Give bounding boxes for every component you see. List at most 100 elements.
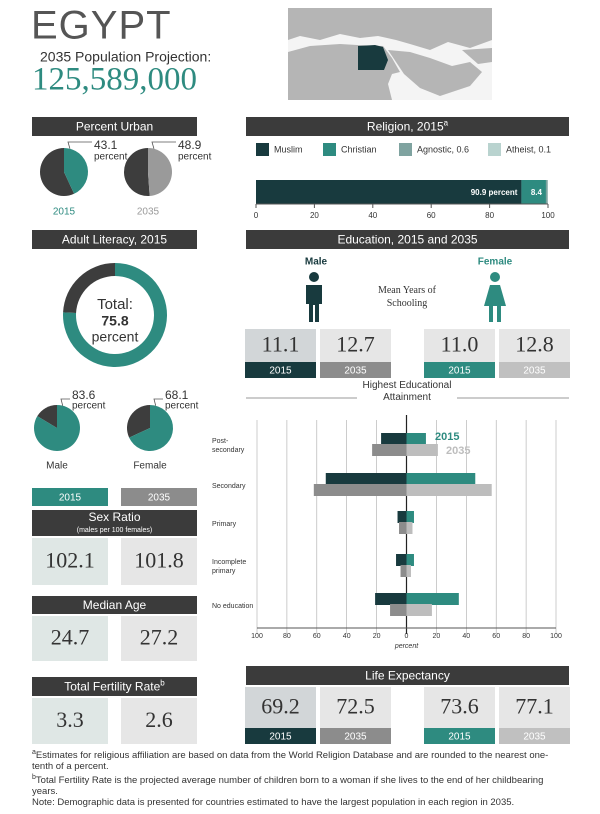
value-label: 83.6 — [72, 388, 96, 402]
year-bar — [424, 728, 495, 744]
x-tick-label: 80 — [283, 633, 291, 640]
y-tick-label: Secondary — [212, 482, 246, 490]
year-label: 2015 — [448, 732, 471, 743]
legend-label: Muslim — [274, 144, 303, 154]
footnote-mark: a — [444, 119, 449, 128]
callout-line — [60, 398, 70, 406]
x-tick-label: 40 — [368, 211, 377, 220]
map-land — [462, 48, 492, 64]
year-label: 2015 — [59, 493, 82, 504]
x-tick-label: 40 — [343, 633, 351, 640]
stat-box — [424, 687, 495, 728]
y-tick-label: Primary — [212, 520, 237, 528]
icon-head — [309, 272, 319, 282]
stat-value: 69.2 — [261, 694, 300, 719]
value-label: 68.1 — [165, 388, 189, 402]
male-bar — [390, 604, 407, 616]
stat-box — [245, 687, 316, 728]
stat-value: 12.7 — [336, 332, 375, 357]
unit-label: percent — [94, 152, 128, 163]
x-tick-label: 60 — [492, 633, 500, 640]
y-tick-label-box: Incomplete primary — [212, 559, 247, 575]
country-name: EGYPT — [31, 4, 172, 48]
year-bar — [499, 362, 570, 378]
section-title-text: Median Age — [83, 598, 147, 612]
pie-slice — [64, 148, 89, 194]
female-bar — [406, 554, 414, 566]
female-bar — [406, 444, 438, 456]
footnote-text: Note: Demographic data is presented for … — [32, 797, 515, 809]
group-label: Female — [478, 257, 513, 268]
section-title: Sex Ratio — [88, 510, 140, 524]
stat-value: 11.1 — [262, 332, 300, 357]
stat-box — [320, 687, 391, 728]
stat-value: 77.1 — [515, 694, 554, 719]
section-header — [32, 230, 197, 249]
stat-box — [499, 687, 570, 728]
footnote-mark: b — [32, 774, 36, 782]
map-land — [388, 50, 482, 96]
year-label: 2035 — [344, 732, 367, 743]
x-tick-label: 20 — [373, 633, 381, 640]
stat-box — [499, 329, 570, 362]
section-header — [32, 117, 197, 136]
bar-segment — [545, 180, 548, 204]
female-bar — [406, 593, 459, 605]
male-icon — [306, 272, 322, 322]
stat-value: 24.7 — [51, 625, 90, 650]
value-label: 48.9 — [178, 138, 202, 152]
year-bar — [245, 728, 316, 744]
map-land — [288, 8, 492, 50]
section-header — [32, 677, 197, 696]
x-tick-label: 20 — [310, 211, 319, 220]
pie-rest — [40, 148, 75, 196]
mean-label: Mean Years of Schooling — [377, 285, 437, 309]
footnotes-box: aEstimates for religious affiliation are… — [32, 749, 549, 809]
pie-slice — [129, 405, 173, 451]
legend-swatch — [488, 143, 501, 156]
value-label: 43.1 — [94, 138, 118, 152]
stat-value: 102.1 — [45, 548, 95, 573]
projection-value: 125,589,000 — [32, 62, 197, 98]
male-bar — [397, 511, 407, 523]
stat-value: 2.6 — [145, 707, 173, 732]
pie-label: 2035 — [137, 207, 160, 218]
pie-slice — [148, 148, 173, 196]
year-label: 2035 — [148, 493, 171, 504]
pie-slice — [33, 405, 80, 452]
section-header — [246, 666, 569, 685]
x-tick-label: 20 — [433, 633, 441, 640]
stat-box — [121, 698, 197, 744]
pie-label: Male — [46, 461, 68, 472]
x-tick-label: 40 — [462, 633, 470, 640]
y-tick-label: Incomplete primary — [212, 559, 247, 575]
section-title-text: Religion, 2015 — [367, 120, 444, 134]
x-tick-label: 80 — [485, 211, 494, 220]
legend-label: 2015 — [435, 431, 459, 443]
pie-rest — [126, 405, 150, 438]
section-title-text: Total Fertility Rate — [64, 680, 160, 694]
stat-box — [32, 616, 108, 661]
year-bar — [320, 728, 391, 744]
footnote-text: Estimates for religious affiliation are … — [32, 750, 549, 773]
map-egypt — [358, 45, 388, 70]
section-title: Education, 2015 and 2035 — [337, 233, 477, 247]
male-bar — [313, 484, 407, 496]
chart-title-box: Highest Educational Attainment — [357, 380, 457, 404]
female-bar — [406, 511, 414, 523]
section-title-text: Life Expectancy — [365, 669, 450, 683]
projection-label: 2035 Population Projection: — [40, 49, 211, 65]
callout-line — [151, 141, 176, 149]
pie-label: 2015 — [53, 207, 76, 218]
y-tick-label-box: No education — [212, 603, 253, 610]
male-bar — [399, 522, 407, 534]
x-tick-label: 80 — [522, 633, 530, 640]
year-label: 2035 — [344, 366, 367, 377]
icon-body — [306, 285, 322, 322]
year-bar — [499, 728, 570, 744]
mean-label-box: Mean Years of Schooling — [377, 285, 437, 309]
unit-label: percent — [165, 401, 199, 412]
data-label: 8.4 — [531, 188, 543, 197]
y-tick-label-box: Post-secondary — [212, 438, 244, 454]
